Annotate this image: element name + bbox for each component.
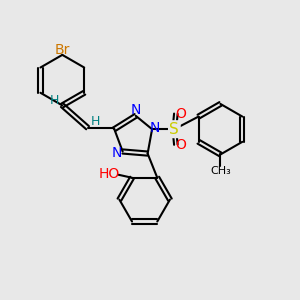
Text: O: O xyxy=(175,107,186,121)
Text: H: H xyxy=(49,94,59,106)
Text: Br: Br xyxy=(55,44,70,57)
Text: N: N xyxy=(130,103,141,118)
Text: HO: HO xyxy=(98,167,119,181)
Text: S: S xyxy=(169,122,179,137)
Text: O: O xyxy=(175,138,186,152)
Text: N: N xyxy=(112,146,122,160)
Text: H: H xyxy=(90,115,100,128)
Text: N: N xyxy=(150,121,160,135)
Text: CH₃: CH₃ xyxy=(210,166,231,176)
